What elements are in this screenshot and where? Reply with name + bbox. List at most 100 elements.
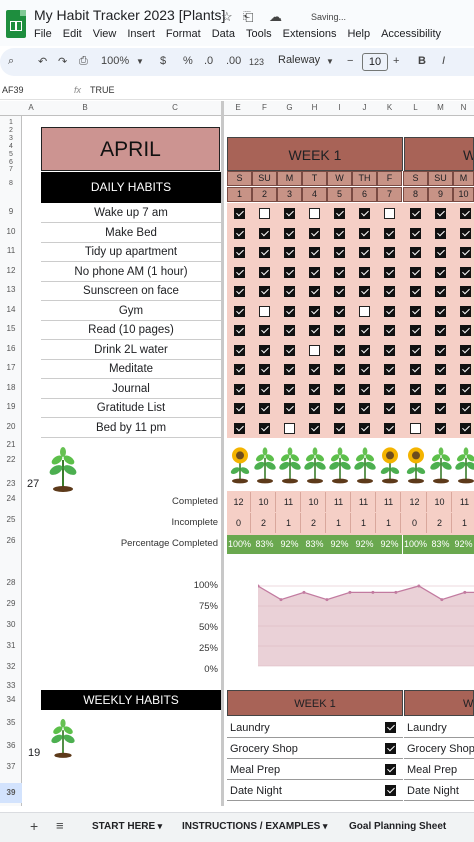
percentage-cell[interactable]: 100%	[403, 535, 428, 554]
habit-checkbox[interactable]	[259, 306, 270, 317]
row-number[interactable]: 23	[6, 479, 16, 488]
habit-checkbox[interactable]	[334, 403, 345, 414]
weekly-week-1-header[interactable]: WEEK 1	[227, 690, 403, 716]
completed-count[interactable]: 10	[302, 492, 326, 512]
habit-checkbox[interactable]	[309, 325, 320, 336]
redo-icon[interactable]: ↷	[58, 56, 68, 68]
habit-checkbox[interactable]	[359, 423, 370, 434]
star-icon[interactable]: ☆	[221, 9, 233, 24]
habit-checkbox[interactable]	[259, 364, 270, 375]
habit-checkbox[interactable]	[359, 208, 370, 219]
percentage-cell[interactable]: 83%	[428, 535, 453, 554]
habit-checkbox[interactable]	[259, 267, 270, 278]
frozen-column-divider[interactable]	[221, 101, 224, 806]
habit-checkbox[interactable]	[284, 345, 295, 356]
habit-checkbox[interactable]	[435, 364, 446, 375]
week-2-header[interactable]: W	[404, 137, 474, 171]
habit-checkbox[interactable]	[384, 384, 395, 395]
incomplete-count[interactable]: 2	[252, 513, 276, 533]
habit-checkbox[interactable]	[334, 364, 345, 375]
row-number[interactable]: 20	[6, 422, 16, 431]
bold-button[interactable]: B	[418, 55, 426, 67]
completed-count[interactable]: 10	[252, 492, 276, 512]
font-chevron-down-icon[interactable]: ▼	[326, 57, 334, 66]
completed-count[interactable]: 10	[428, 492, 452, 512]
habit-checkbox[interactable]	[460, 403, 471, 414]
date-label[interactable]: 6	[352, 187, 377, 202]
sheet-tab[interactable]: INSTRUCTIONS / EXAMPLES ▾	[182, 821, 327, 832]
habit-checkbox[interactable]	[359, 286, 370, 297]
menu-item[interactable]: Edit	[62, 28, 82, 40]
habit-checkbox[interactable]	[284, 267, 295, 278]
habit-checkbox[interactable]	[384, 247, 395, 258]
habit-checkbox[interactable]	[234, 423, 245, 434]
habit-checkbox[interactable]	[410, 228, 421, 239]
habit-checkbox[interactable]	[460, 384, 471, 395]
habit-checkbox[interactable]	[284, 403, 295, 414]
habit-checkbox[interactable]	[334, 306, 345, 317]
habit-name[interactable]: No phone AM (1 hour)	[41, 263, 221, 282]
menu-item[interactable]: Data	[211, 28, 235, 40]
habit-checkbox[interactable]	[384, 325, 395, 336]
habit-checkbox[interactable]	[384, 423, 395, 434]
habit-checkbox[interactable]	[359, 247, 370, 258]
habit-checkbox[interactable]	[410, 364, 421, 375]
habit-checkbox[interactable]	[359, 325, 370, 336]
menu-item[interactable]: Help	[347, 28, 371, 40]
habit-checkbox[interactable]	[384, 208, 395, 219]
incomplete-count[interactable]: 1	[352, 513, 376, 533]
habit-checkbox[interactable]	[234, 384, 245, 395]
sheets-logo-icon[interactable]	[6, 10, 26, 38]
habit-checkbox[interactable]	[234, 286, 245, 297]
habit-checkbox[interactable]	[259, 403, 270, 414]
row-number[interactable]: 6	[9, 159, 13, 166]
date-label[interactable]: 8	[403, 187, 428, 202]
habit-checkbox[interactable]	[284, 228, 295, 239]
row-number[interactable]: 10	[6, 227, 16, 236]
habit-checkbox[interactable]	[234, 403, 245, 414]
data-point[interactable]	[440, 598, 444, 602]
habit-checkbox[interactable]	[384, 286, 395, 297]
habit-checkbox[interactable]	[435, 306, 446, 317]
decrease-decimal-button[interactable]: .0	[204, 55, 214, 67]
column-letter[interactable]: H	[311, 103, 318, 112]
completed-count[interactable]: 11	[277, 492, 301, 512]
percentage-cell[interactable]: 92%	[453, 535, 474, 554]
percentage-cell[interactable]: 92%	[327, 535, 352, 554]
day-label[interactable]: SU	[428, 171, 453, 186]
habit-name[interactable]: Meditate	[41, 360, 221, 379]
completed-count[interactable]: 12	[227, 492, 251, 512]
menu-item[interactable]: View	[92, 28, 117, 40]
habit-checkbox[interactable]	[309, 267, 320, 278]
habit-checkbox[interactable]	[284, 208, 295, 219]
weekly-habit-name[interactable]: Meal Prep	[227, 760, 377, 780]
row-number[interactable]: 24	[6, 494, 16, 503]
name-box[interactable]: AF39	[2, 85, 24, 95]
habit-checkbox[interactable]	[309, 345, 320, 356]
weekly-habit-name-week-2[interactable]: Laundry	[404, 718, 474, 738]
habit-checkbox[interactable]	[435, 208, 446, 219]
habit-checkbox[interactable]	[234, 228, 245, 239]
habit-name[interactable]: Tidy up apartment	[41, 243, 221, 262]
habit-checkbox[interactable]	[410, 306, 421, 317]
habit-checkbox[interactable]	[384, 228, 395, 239]
month-title[interactable]: APRIL	[41, 127, 220, 171]
day-label[interactable]: M	[453, 171, 474, 186]
row-number[interactable]: 28	[6, 578, 16, 587]
completed-count[interactable]: 11	[377, 492, 401, 512]
row-number[interactable]: 32	[6, 662, 16, 671]
habit-checkbox[interactable]	[309, 306, 320, 317]
date-label[interactable]: 10	[453, 187, 474, 202]
habit-checkbox[interactable]	[234, 247, 245, 258]
habit-checkbox[interactable]	[410, 208, 421, 219]
print-icon[interactable]: ⎙	[79, 55, 88, 67]
habit-checkbox[interactable]	[234, 208, 245, 219]
undo-icon[interactable]: ↶	[38, 56, 48, 68]
habit-checkbox[interactable]	[410, 403, 421, 414]
incomplete-count[interactable]: 0	[227, 513, 251, 533]
move-icon[interactable]: ⎗	[243, 9, 254, 24]
column-letter[interactable]: L	[413, 103, 418, 112]
percentage-cell[interactable]: 92%	[352, 535, 377, 554]
completed-count[interactable]: 11	[327, 492, 351, 512]
menu-item[interactable]: Format	[165, 28, 201, 40]
